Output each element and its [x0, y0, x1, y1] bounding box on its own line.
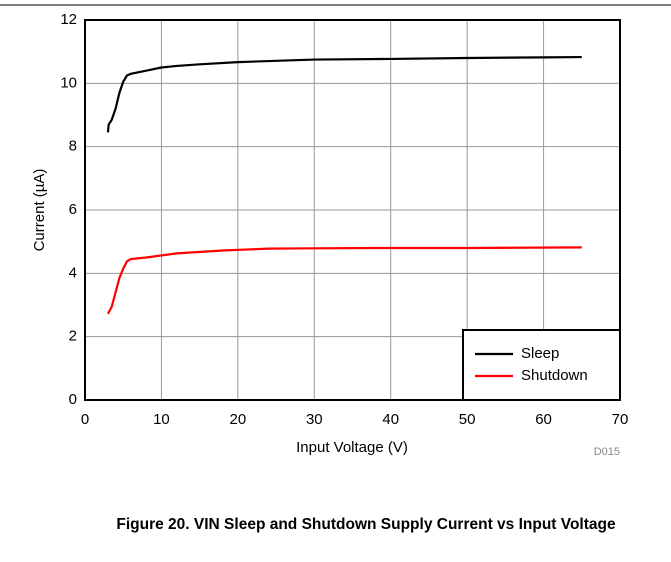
legend-label: Sleep	[521, 345, 559, 362]
x-tick-label: 70	[612, 411, 629, 428]
plot-frame	[84, 19, 621, 401]
figure-id: D015	[594, 446, 620, 458]
x-tick-label: 40	[382, 411, 399, 428]
x-tick-label: 60	[535, 411, 552, 428]
line-series	[106, 55, 582, 133]
y-tick-label: 2	[69, 328, 77, 345]
y-tick-label: 10	[60, 74, 77, 91]
y-tick-label: 0	[69, 391, 77, 408]
legend-box	[462, 329, 621, 401]
y-tick-label: 4	[69, 264, 77, 281]
y-tick-label: 6	[69, 201, 77, 218]
y-axis-label: Current (µA)	[31, 169, 48, 252]
y-tick-label: 12	[60, 11, 77, 28]
line-series	[106, 246, 582, 315]
x-tick-label: 20	[230, 411, 247, 428]
x-tick-label: 10	[153, 411, 170, 428]
caption: Figure 20. VIN Sleep and Shutdown Supply…	[116, 516, 616, 533]
x-tick-label: 30	[306, 411, 323, 428]
legend-label: Shutdown	[521, 367, 588, 384]
x-tick-label: 50	[459, 411, 476, 428]
x-axis-label: Input Voltage (V)	[296, 439, 408, 456]
x-tick-label: 0	[81, 411, 89, 428]
y-tick-label: 8	[69, 138, 77, 155]
